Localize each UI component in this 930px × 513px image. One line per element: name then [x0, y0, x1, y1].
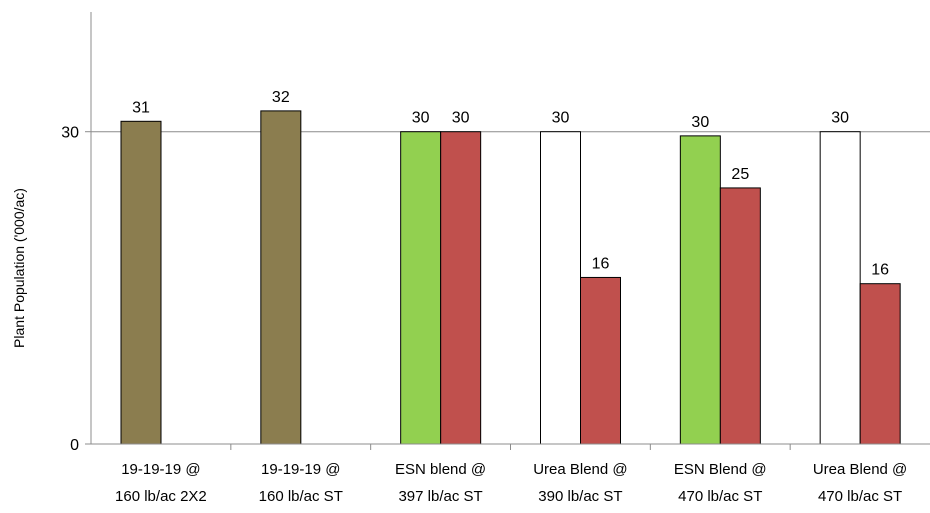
bar	[260, 110, 302, 445]
category-label: 470 lb/ac ST	[818, 488, 902, 505]
bars-layer	[120, 110, 901, 445]
y-axis-title: Plant Population ('000/ac)	[11, 188, 27, 348]
data-label: 30	[452, 110, 470, 127]
data-label: 16	[592, 255, 610, 272]
category-label: ESN Blend @	[674, 461, 767, 478]
data-label: 16	[871, 262, 889, 279]
category-label: 470 lb/ac ST	[678, 488, 762, 505]
category-label: 397 lb/ac ST	[398, 488, 482, 505]
bar	[859, 283, 901, 445]
bar	[819, 131, 861, 445]
labels-layer: 0 30 31 32 30 30 30 16 30 25 30 16 19-19-19 @ 160 lb/…	[61, 89, 907, 505]
data-label: 30	[552, 110, 570, 127]
data-label: 30	[691, 114, 709, 131]
category-label: 390 lb/ac ST	[538, 488, 622, 505]
category-label: 19-19-19 @	[121, 461, 200, 478]
y-tick-label: 0	[70, 437, 79, 454]
category-label: 160 lb/ac ST	[259, 488, 343, 505]
bar	[540, 131, 581, 445]
y-tick-label: 30	[61, 125, 79, 142]
category-label: 160 lb/ac 2X2	[115, 488, 207, 505]
bar	[580, 276, 621, 445]
data-label: 30	[831, 110, 849, 127]
bar	[400, 131, 442, 445]
data-label: 30	[412, 110, 430, 127]
axis-layer	[85, 12, 930, 450]
bar	[440, 131, 482, 445]
data-label: 25	[731, 166, 749, 183]
category-label: 19-19-19 @	[261, 461, 340, 478]
category-label: Urea Blend @	[813, 461, 907, 478]
bar	[719, 187, 761, 445]
data-label: 31	[132, 99, 150, 116]
bar	[679, 135, 721, 445]
category-label: Urea Blend @	[533, 461, 627, 478]
bar	[120, 120, 162, 445]
data-label: 32	[272, 89, 290, 106]
category-label: ESN blend @	[395, 461, 486, 478]
